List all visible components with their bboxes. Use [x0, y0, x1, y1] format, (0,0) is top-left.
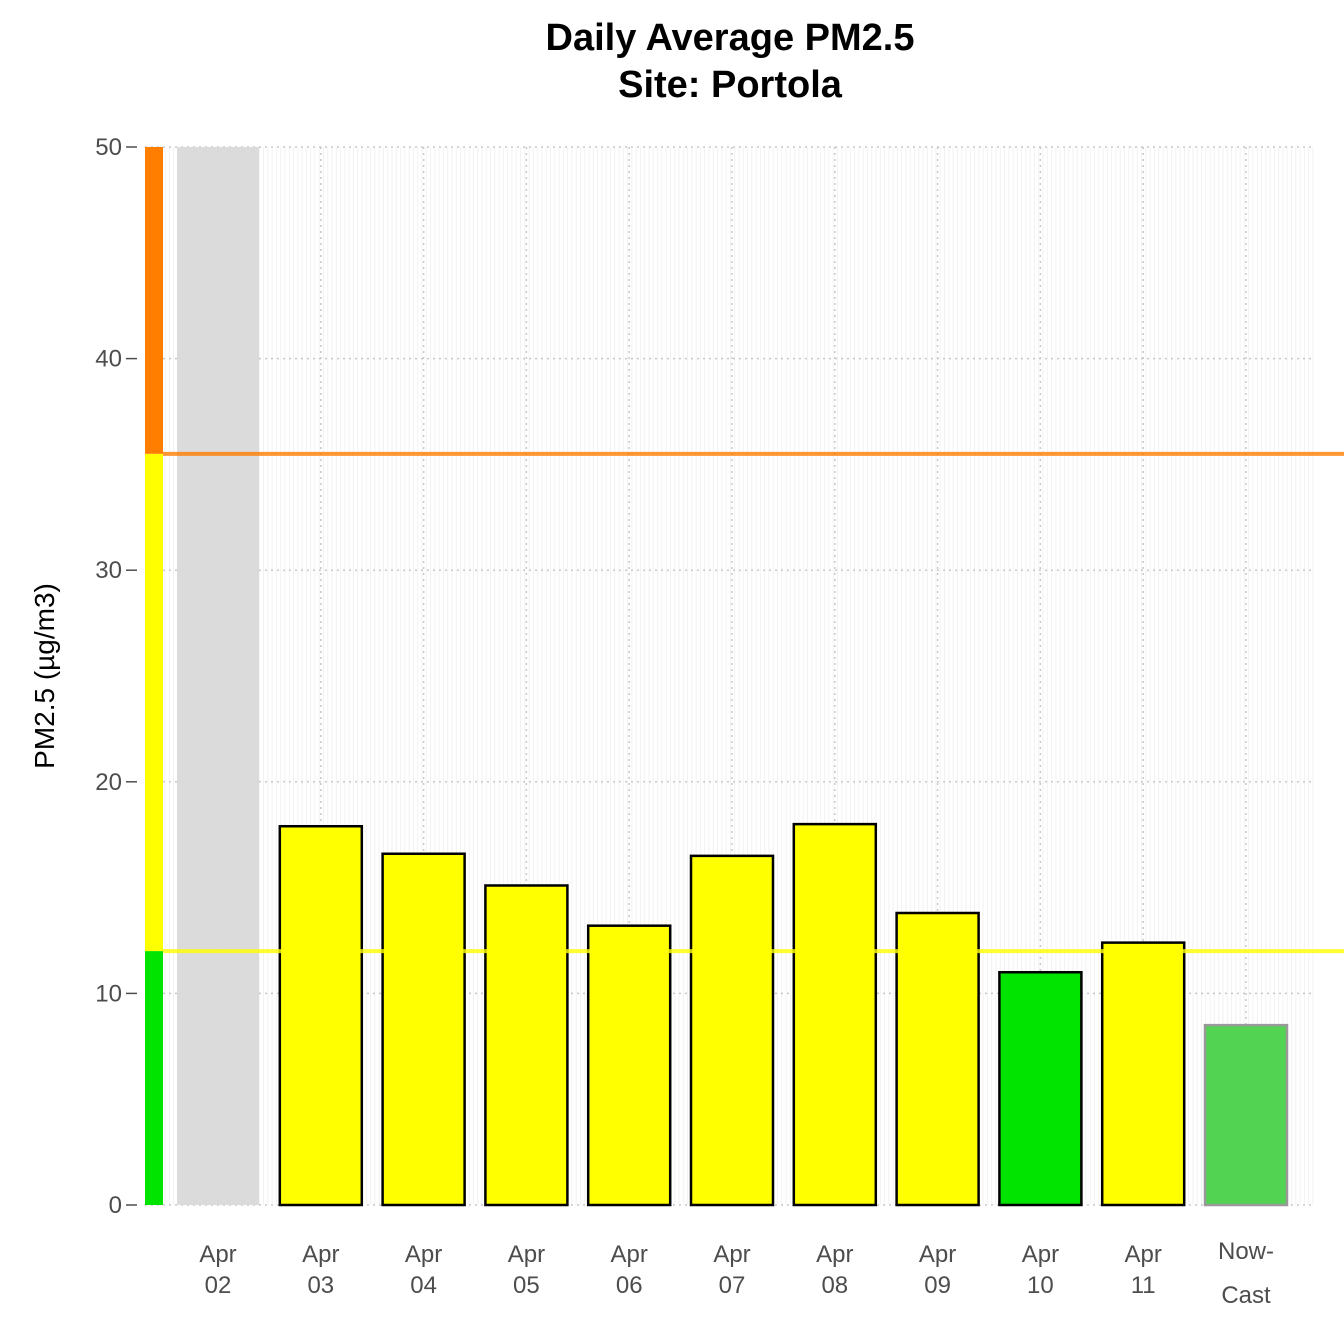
aqi-band — [145, 453, 163, 952]
chart-title: Daily Average PM2.5 — [546, 17, 915, 59]
bar — [1100, 941, 1186, 1207]
y-tick-label: 20 — [95, 769, 122, 796]
bar — [484, 884, 569, 1207]
x-tick-label: 03 — [307, 1272, 334, 1299]
x-tick-label: Apr — [302, 1241, 339, 1268]
x-tick-label: Apr — [1125, 1241, 1162, 1268]
x-tick-label: Cast — [1221, 1282, 1271, 1309]
bar — [278, 824, 364, 1207]
x-tick-label: Apr — [405, 1241, 442, 1268]
y-tick-label: 50 — [95, 134, 122, 161]
x-tick-label: Apr — [1022, 1241, 1059, 1268]
bar — [792, 822, 878, 1207]
x-tick-label: Apr — [199, 1241, 236, 1268]
x-tick-label: Apr — [816, 1241, 853, 1268]
aqi-band — [145, 147, 163, 454]
x-tick-label: 10 — [1027, 1272, 1054, 1299]
y-tick-label: 0 — [109, 1192, 122, 1219]
bar — [895, 911, 980, 1207]
x-tick-label: 11 — [1131, 1272, 1156, 1299]
x-tick-label: Now- — [1218, 1238, 1274, 1265]
x-tick-label: 04 — [410, 1272, 437, 1299]
x-tick-label: Apr — [508, 1241, 545, 1268]
x-tick-label: 09 — [924, 1272, 951, 1299]
x-tick-label: 08 — [821, 1272, 848, 1299]
x-tick-label: 06 — [616, 1272, 643, 1299]
x-tick-label: 07 — [719, 1272, 746, 1299]
y-tick-label: 10 — [95, 980, 122, 1007]
x-tick-label: 02 — [205, 1272, 232, 1299]
chart-subtitle: Site: Portola — [618, 64, 843, 106]
nowcast-bar — [1203, 1023, 1289, 1207]
y-tick-label: 30 — [95, 557, 122, 584]
bar — [381, 852, 466, 1207]
aqi-band — [145, 951, 163, 1205]
x-tick-label: Apr — [611, 1241, 648, 1268]
y-tick-label: 40 — [95, 346, 122, 373]
x-tick-label: Apr — [919, 1241, 956, 1268]
missing-data-bar — [177, 147, 259, 1205]
y-axis-label: PM2.5 (µg/m3) — [29, 583, 60, 769]
bar — [586, 924, 672, 1207]
x-tick-label: 05 — [513, 1272, 540, 1299]
bar — [689, 854, 775, 1207]
bar — [998, 970, 1083, 1207]
x-tick-label: Apr — [713, 1241, 750, 1268]
